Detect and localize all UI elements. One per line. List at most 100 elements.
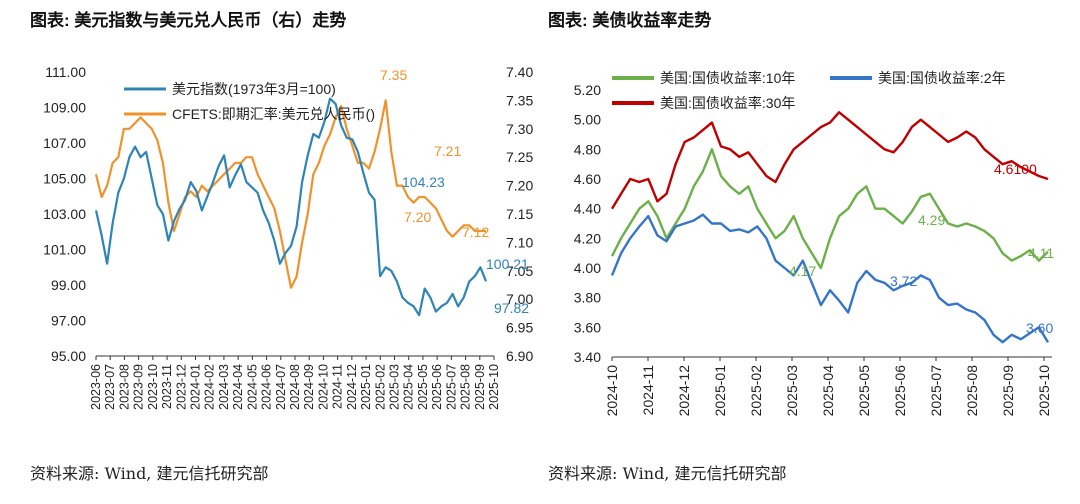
right-chart-y-tick-label: 3.60 [574, 319, 601, 335]
left-y-tick-label: 111.00 [45, 64, 86, 80]
series-line-dollar-index [94, 97, 488, 317]
left-data-label: 104.23 [402, 174, 445, 190]
left-x-tick-label: 2025-06 [430, 364, 444, 410]
series-line-cny-rate [94, 99, 486, 289]
right-chart-y-tick-label: 4.00 [574, 260, 601, 276]
right-x-tick-label: 2025-09 [1000, 365, 1016, 417]
left-x-tick-label: 2025-07 [444, 364, 458, 410]
left-y-tick-label: 95.00 [51, 348, 86, 364]
right-y-tick-label: 6.90 [506, 348, 533, 364]
right-y-tick-label: 7.10 [506, 234, 533, 250]
right-x-tick-label: 2024-12 [676, 365, 692, 417]
right-chart-source: 资料来源: Wind, 建元信托研究部 [548, 464, 787, 483]
legend-2y-label: 美国:国债收益率:2年 [878, 70, 1006, 86]
right-chart-y-tick-label: 3.40 [574, 349, 601, 365]
left-x-tick-label: 2024-06 [260, 364, 274, 410]
left-x-tick-label: 2024-03 [217, 364, 231, 410]
left-chart-source: 资料来源: Wind, 建元信托研究部 [30, 464, 269, 483]
left-x-tick-label: 2025-01 [359, 364, 373, 410]
series-line-2y [610, 213, 1050, 344]
series-line-30y [610, 111, 1049, 210]
right-data-label: 3.72 [890, 273, 917, 289]
left-data-label: 7.35 [380, 67, 407, 83]
left-y-tick-label: 105.00 [43, 171, 86, 187]
legend-30y-label: 美国:国债收益率:30年 [660, 95, 795, 111]
right-x-tick-label: 2025-10 [1036, 365, 1052, 417]
right-chart-y-tick-label: 3.80 [574, 290, 601, 306]
left-x-tick-label: 2023-08 [117, 364, 131, 410]
right-x-tick-label: 2024-10 [604, 365, 620, 417]
left-data-label: 100.21 [486, 256, 529, 272]
right-chart-y-tick-label: 4.20 [574, 230, 601, 246]
left-x-tick-label: 2024-05 [245, 364, 259, 410]
right-chart-y-tick-label: 4.80 [574, 141, 601, 157]
right-y-tick-label: 7.00 [506, 291, 533, 307]
left-x-tick-label: 2024-12 [345, 364, 359, 410]
legend-label-cny-rate: CFETS:即期汇率:美元兑人民币() [172, 106, 375, 122]
left-x-tick-label: 2023-12 [174, 364, 188, 410]
right-y-tick-label: 7.30 [506, 121, 533, 137]
left-data-label: 7.20 [404, 209, 431, 225]
right-x-tick-label: 2025-08 [964, 365, 980, 417]
right-data-label: 4.29 [918, 212, 945, 228]
left-x-tick-label: 2023-10 [146, 364, 160, 410]
left-x-tick-label: 2025-10 [487, 364, 501, 410]
right-y-tick-label: 7.15 [506, 206, 533, 222]
left-x-tick-label: 2025-02 [373, 364, 387, 410]
left-y-tick-label: 97.00 [51, 313, 86, 329]
left-chart-title: 图表: 美元指数与美元兑人民币（右）走势 [30, 11, 347, 30]
right-chart-y-tick-label: 4.60 [574, 171, 601, 187]
left-x-tick-label: 2023-06 [89, 364, 103, 410]
legend-10y-label: 美国:国债收益率:10年 [660, 70, 795, 86]
right-y-tick-label: 7.35 [506, 92, 533, 108]
right-data-label: 4.6100 [994, 161, 1037, 177]
left-x-tick-label: 2024-02 [203, 364, 217, 410]
left-x-tick-label: 2024-08 [288, 364, 302, 410]
left-x-tick-label: 2024-10 [316, 364, 330, 410]
left-x-tick-label: 2024-07 [274, 364, 288, 410]
left-y-tick-label: 107.00 [43, 135, 86, 151]
right-x-tick-label: 2025-07 [928, 365, 944, 417]
legend-label-dollar-index: 美元指数(1973年3月=100) [172, 81, 336, 97]
right-chart-title: 图表: 美债收益率走势 [548, 11, 712, 30]
right-x-tick-label: 2025-04 [820, 365, 836, 417]
right-x-tick-label: 2025-01 [712, 365, 728, 417]
right-data-label: 4.17 [789, 263, 816, 279]
right-chart-y-tick-label: 5.00 [574, 112, 601, 128]
left-x-tick-label: 2025-09 [473, 364, 487, 410]
left-x-tick-label: 2025-08 [459, 364, 473, 410]
left-data-label: 97.82 [494, 300, 529, 316]
right-x-tick-label: 2025-02 [748, 365, 764, 417]
right-y-tick-label: 7.25 [506, 149, 533, 165]
right-chart-y-tick-label: 4.40 [574, 201, 601, 217]
left-y-tick-label: 101.00 [43, 242, 86, 258]
right-data-label: 3.60 [1026, 320, 1053, 336]
left-data-label: 7.12 [462, 224, 489, 240]
left-x-tick-label: 2024-01 [189, 364, 203, 410]
left-x-tick-label: 2024-11 [331, 364, 345, 409]
left-x-tick-label: 2025-05 [416, 364, 430, 410]
series-line-10y [610, 148, 1049, 270]
left-data-label: 7.21 [434, 143, 461, 159]
right-y-tick-label: 7.05 [506, 263, 533, 279]
left-x-tick-label: 2025-04 [402, 364, 416, 410]
left-x-tick-label: 2024-09 [302, 364, 316, 410]
left-x-tick-label: 2023-07 [103, 364, 117, 410]
left-x-tick-label: 2025-03 [388, 364, 402, 410]
right-x-tick-label: 2025-06 [892, 365, 908, 417]
right-x-tick-label: 2025-05 [856, 365, 872, 417]
left-y-tick-label: 109.00 [43, 100, 86, 116]
right-y-tick-label: 7.40 [506, 64, 533, 80]
left-x-tick-label: 2024-04 [231, 364, 245, 410]
right-x-tick-label: 2024-11 [640, 365, 656, 416]
right-data-label: 4.11 [1028, 245, 1054, 261]
left-x-tick-label: 2023-09 [132, 364, 146, 410]
right-y-tick-label: 7.20 [506, 178, 533, 194]
right-x-tick-label: 2025-03 [784, 365, 800, 417]
right-y-tick-label: 6.95 [506, 320, 533, 336]
right-chart-y-tick-label: 5.20 [574, 82, 601, 98]
left-x-tick-label: 2023-11 [160, 364, 174, 409]
left-y-tick-label: 103.00 [43, 206, 86, 222]
left-y-tick-label: 99.00 [51, 277, 86, 293]
